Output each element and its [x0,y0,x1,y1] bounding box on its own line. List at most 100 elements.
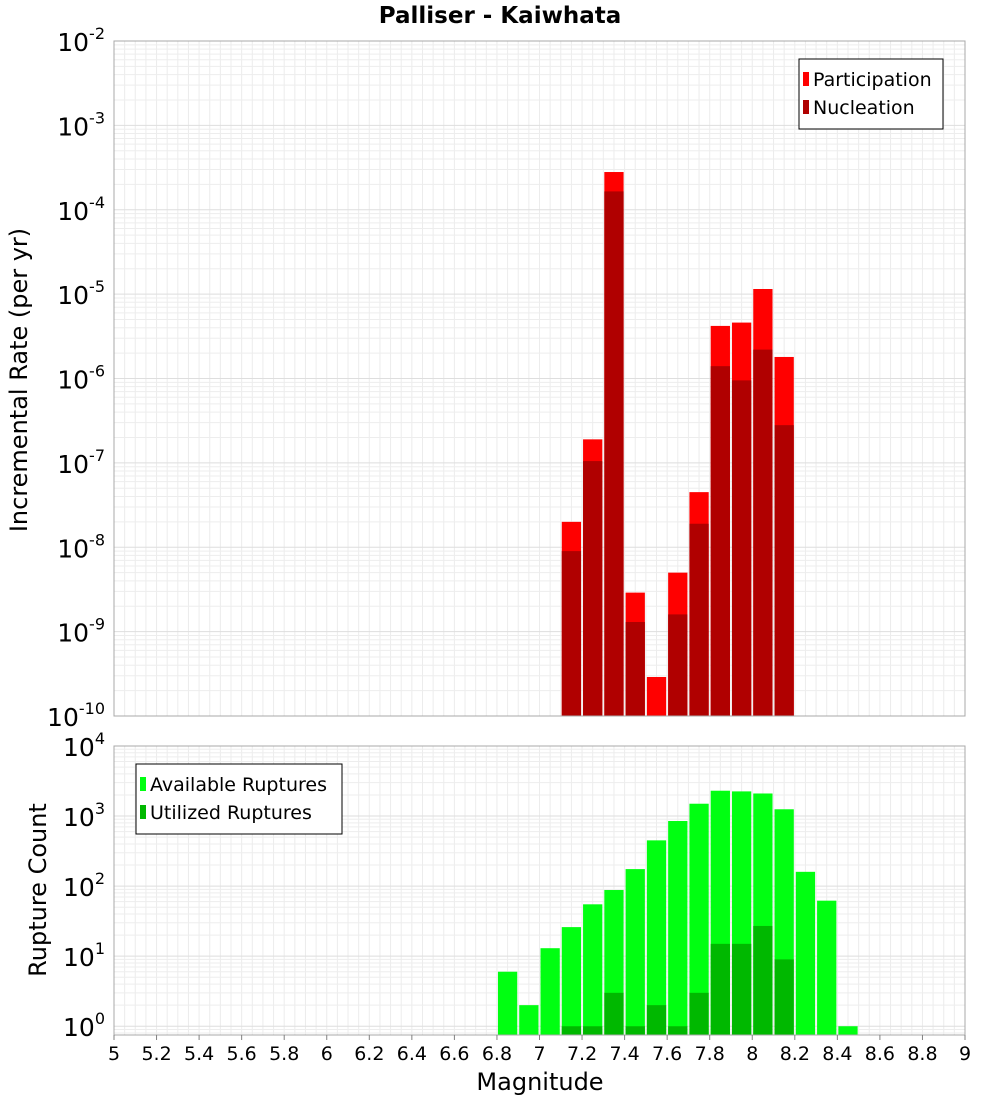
bar-secondary [710,366,730,716]
bar-primary [795,871,816,1035]
legend-label: Nucleation [813,97,915,119]
y-tick-label: 10-4 [57,193,105,226]
bar-primary [646,676,667,716]
y-tick-base: 10 [63,943,95,972]
y-tick-exponent: 0 [95,1009,105,1028]
x-tick-label: 7.4 [609,1043,639,1065]
bar-secondary [710,943,730,1035]
bar-secondary [753,349,773,716]
bar-secondary [561,551,582,716]
top-grid [113,41,966,717]
y-tick-base: 10 [63,733,95,762]
x-tick-label: 7.2 [567,1043,597,1065]
y-tick-label: 10-3 [57,108,105,141]
x-tick-label: 5.2 [141,1043,171,1065]
y-tick-exponent: -3 [89,108,105,127]
bottom-legend: Available Ruptures Utilized Ruptures [135,763,343,835]
x-tick-label: 8.8 [907,1043,937,1065]
legend-box [798,58,944,130]
y-tick-label: 10-10 [47,699,105,732]
legend-swatch [140,777,146,791]
y-tick-base: 10 [57,450,89,479]
legend-box [135,763,343,835]
y-tick-exponent: -2 [89,24,105,43]
x-tick-label: 6.2 [354,1043,384,1065]
bar-primary [497,971,518,1035]
y-tick-exponent: -9 [89,615,105,634]
y-tick-base: 10 [57,281,89,310]
bar-primary [583,904,603,1035]
y-tick-base: 10 [63,873,95,902]
y-tick-exponent: 3 [95,799,105,818]
y-tick-label: 10-2 [57,24,105,57]
bar-primary [561,927,582,1035]
x-ticks: 5 5.2 5.4 5.6 5.8 6 6.2 6.4 6.6 6.8 7 7.2 7.4 7.6 7.8 8… [108,1035,971,1065]
bar-secondary [753,925,773,1035]
top-y-axis-label: Incremental Rate (per yr) [5,228,33,532]
y-tick-base: 10 [57,366,89,395]
y-tick-label: 10-8 [57,530,105,563]
y-tick-exponent: -7 [89,446,105,465]
y-tick-label: 103 [63,799,105,832]
bar-primary [817,900,837,1035]
bar-secondary [668,614,688,716]
bar-secondary [774,425,794,716]
y-tick-label: 100 [63,1009,105,1042]
y-tick-exponent: -4 [89,193,105,212]
bar-secondary [731,943,752,1035]
bar-secondary [774,959,794,1035]
x-tick-label: 7 [533,1043,545,1065]
y-tick-label: 104 [63,729,105,762]
y-tick-exponent: -8 [89,530,105,549]
x-tick-label: 8 [746,1043,758,1065]
bar-secondary [646,1005,667,1035]
x-tick-label: 7.8 [695,1043,725,1065]
x-tick-label: 8.2 [780,1043,810,1065]
x-tick-label: 5.6 [227,1043,257,1065]
y-tick-label: 10-9 [57,615,105,648]
y-tick-base: 10 [47,703,79,732]
top-plot-frame [113,40,966,717]
x-tick-label: 9 [959,1043,971,1065]
y-tick-exponent: 1 [95,939,105,958]
y-tick-base: 10 [57,28,89,57]
x-tick-label: 6.4 [397,1043,427,1065]
bar-secondary [625,622,645,716]
x-tick-label: 5.4 [184,1043,214,1065]
bar-secondary [604,992,624,1035]
x-tick-label: 7.6 [652,1043,682,1065]
legend-swatch [140,805,146,819]
bar-secondary [583,1026,603,1035]
legend-swatch [803,72,809,86]
y-tick-base: 10 [57,197,89,226]
bar-secondary [604,191,624,717]
x-tick-label: 6 [321,1043,333,1065]
x-tick-label: 6.6 [439,1043,469,1065]
y-tick-exponent: -10 [79,699,105,718]
bar-secondary [668,1026,688,1035]
bar-primary [625,869,645,1035]
bar-primary [646,840,667,1035]
y-tick-base: 10 [57,112,89,141]
bar-secondary [731,380,752,716]
y-tick-label: 10-7 [57,446,105,479]
y-tick-label: 102 [63,869,105,902]
bar-secondary [625,1026,645,1035]
y-tick-label: 10-5 [57,277,105,310]
y-tick-exponent: 4 [95,729,105,748]
top-legend: Participation Nucleation [798,58,944,130]
bottom-y-axis-label: Rupture Count [24,803,52,977]
x-tick-label: 5.8 [269,1043,299,1065]
bar-secondary [561,1026,582,1035]
y-tick-label: 10-6 [57,362,105,395]
bar-secondary [689,523,709,716]
x-tick-label: 6.8 [482,1043,512,1065]
x-tick-label: 5 [108,1043,120,1065]
y-tick-base: 10 [63,803,95,832]
x-tick-label: 8.4 [822,1043,852,1065]
bar-primary [838,1026,858,1035]
y-tick-label: 101 [63,939,105,972]
legend-swatch [803,100,809,114]
